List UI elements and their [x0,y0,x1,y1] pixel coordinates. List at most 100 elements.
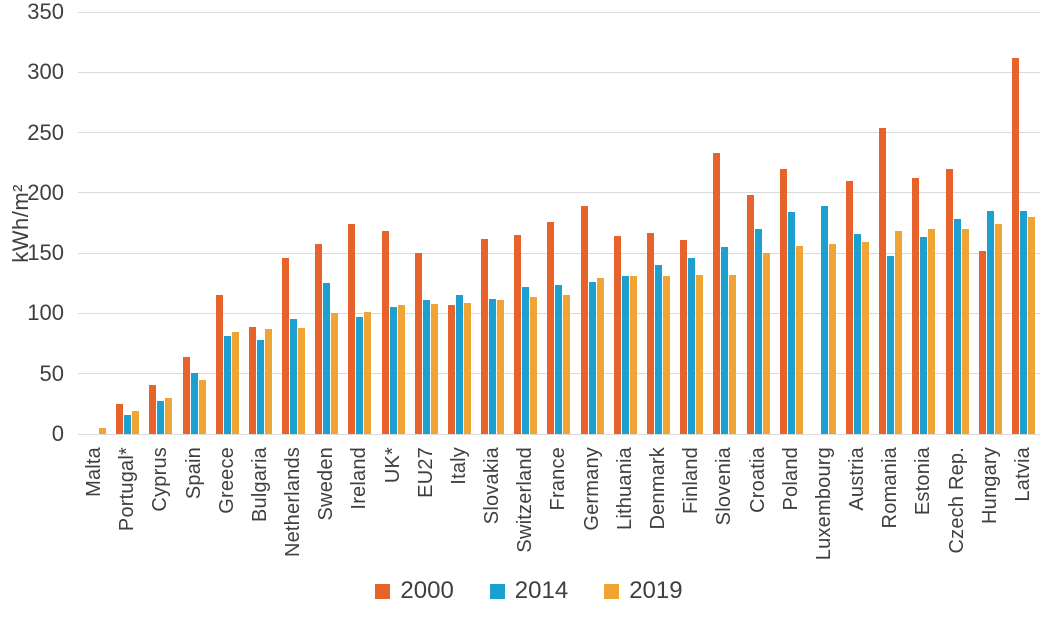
bar-2019 [331,313,339,434]
bar-2019 [231,331,239,434]
bar-2000 [215,295,223,434]
gridline-0 [78,433,1040,435]
bar-2014 [754,229,762,434]
x-axis-labels: Malta Portugal* Cyprus Spain Greece Bulgaria N… [78,442,1040,582]
x-label-cell: Netherlands [277,442,310,582]
bar-2019 [729,274,737,434]
bar-2014 [290,319,298,434]
x-axis-label: Lithuania [613,447,636,530]
x-label-cell: UK* [377,442,410,582]
x-label-cell: Luxembourg [808,442,841,582]
x-axis-label: Netherlands [282,447,305,558]
bar-2014 [721,247,729,434]
x-axis-label: UK* [381,447,404,484]
bar-2019 [530,296,538,434]
bar-2014 [356,317,364,434]
x-axis-label: Croatia [746,447,769,513]
x-label-cell: Sweden [310,442,343,582]
x-axis-label: Sweden [315,447,338,521]
bar-2019 [696,274,704,434]
legend-label-2000: 2000 [400,577,454,604]
x-label-cell: Czech Rep. [940,442,973,582]
x-axis-label: Spain [182,447,205,500]
bar-2000 [680,239,688,434]
bar-2000 [348,224,356,434]
bar-group-germany [576,12,609,434]
bar-group-latvia [1007,12,1040,434]
bar-2019 [364,312,372,434]
gridline-200 [78,192,1040,194]
bar-2019 [629,276,637,434]
x-label-cell: Slovenia [708,442,741,582]
bar-2014 [953,219,961,434]
bar-group-estonia [907,12,940,434]
bar-group-greece [211,12,244,434]
x-label-cell: EU27 [410,442,443,582]
y-tick-label-300: 300 [27,59,64,85]
gridline-150 [78,252,1040,254]
plot-area [78,11,1040,435]
bar-2000 [879,127,887,434]
x-axis-label: Ireland [348,447,371,510]
x-label-cell: Malta [78,442,111,582]
bar-group-finland [675,12,708,434]
bar-2019 [198,379,206,434]
bar-2019 [264,329,272,434]
x-axis-label: Slovenia [713,447,736,526]
bar-2014 [389,307,397,434]
bar-group-portugal- [111,12,144,434]
bar-2014 [124,414,132,434]
legend-label-2014: 2014 [514,577,569,604]
x-label-cell: Lithuania [609,442,642,582]
bar-2000 [912,178,920,434]
gridline-350 [78,11,1040,13]
bar-group-sweden [310,12,343,434]
bar-2019 [99,427,107,434]
bar-2000 [381,231,389,434]
bar-group-czech-rep- [940,12,973,434]
bar-2000 [149,384,157,434]
x-label-cell: Germany [576,442,609,582]
x-axis-label: Hungary [978,447,1001,524]
legend-item-2000: 2000 [375,577,454,604]
bar-group-slovenia [708,12,741,434]
bar-2019 [132,411,140,434]
bar-2014 [256,339,264,434]
bar-2019 [463,302,471,434]
legend-item-2019: 2019 [604,579,683,603]
gridline-250 [78,132,1040,134]
x-axis-label: Portugal* [116,447,139,532]
bar-2000 [414,253,422,434]
x-axis-label: Malta [83,447,106,497]
bar-group-uk- [377,12,410,434]
bar-group-lithuania [609,12,642,434]
bar-2000 [613,236,621,434]
bar-group-romania [874,12,907,434]
x-axis-label: Romania [879,447,902,529]
bar-2014 [787,212,795,434]
bar-2019 [165,397,173,434]
x-label-cell: Portugal* [111,442,144,582]
bar-group-denmark [642,12,675,434]
gridline-300 [78,71,1040,73]
bar-2014 [688,257,696,434]
x-label-cell: Bulgaria [244,442,277,582]
bar-2014 [522,286,530,434]
bar-2019 [862,242,870,434]
bar-2019 [397,305,405,434]
bar-2014 [422,300,430,434]
x-axis-label: Cyprus [149,447,172,512]
bar-group-spain [178,12,211,434]
bar-2014 [920,237,928,434]
bar-2019 [663,276,670,434]
x-label-cell: Ireland [343,442,376,582]
y-tick-label-0: 0 [51,421,64,446]
bar-group-slovakia [476,12,509,434]
bar-group-eu27 [410,12,443,434]
x-axis-label: France [547,447,570,511]
bar-2014 [223,336,231,434]
x-axis-label: Luxembourg [812,447,835,561]
bar-group-hungary [974,12,1007,434]
x-label-cell: Spain [178,442,211,582]
bar-2014 [555,284,563,434]
